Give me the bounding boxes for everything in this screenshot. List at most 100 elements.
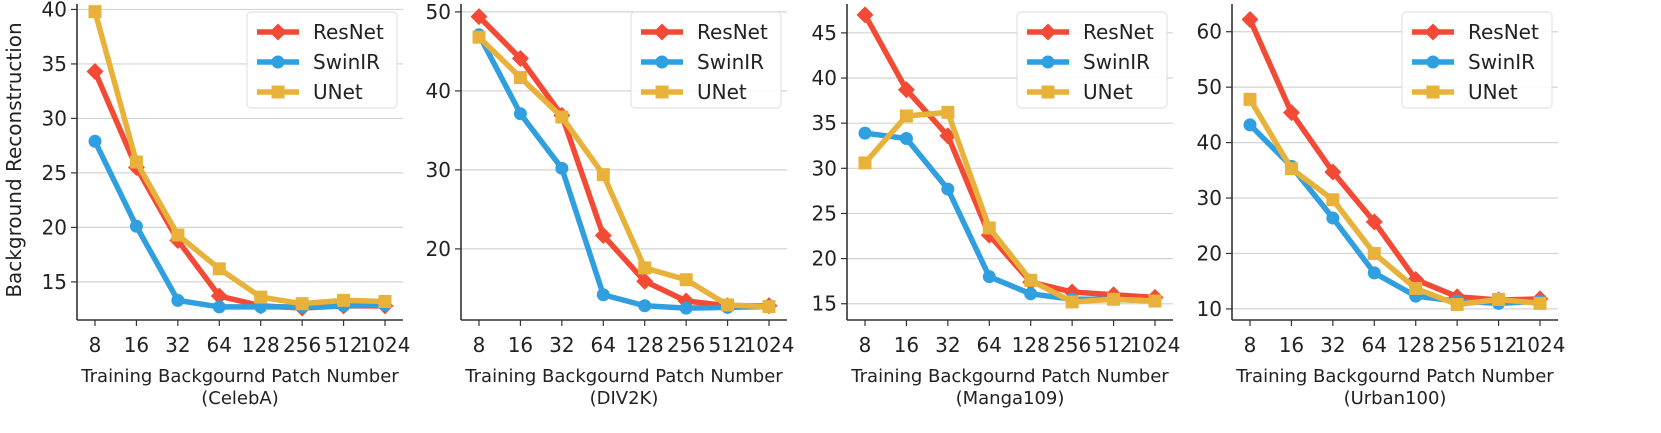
x-tick-label: 128 bbox=[626, 333, 664, 357]
data-point bbox=[596, 168, 610, 182]
x-tick-label: 32 bbox=[165, 333, 190, 357]
data-point bbox=[1243, 92, 1257, 106]
data-point bbox=[1284, 162, 1298, 176]
legend-marker bbox=[1041, 55, 1055, 69]
data-point bbox=[897, 81, 915, 99]
legend-marker bbox=[655, 55, 669, 69]
dataset-subtitle: (Urban100) bbox=[1344, 388, 1447, 409]
data-point bbox=[721, 298, 735, 312]
x-tick-label: 512 bbox=[708, 333, 746, 357]
x-tick-label: 64 bbox=[1362, 333, 1387, 357]
x-tick-label: 1024 bbox=[1130, 333, 1181, 357]
series-line bbox=[1247, 96, 1543, 308]
y-tick-label: 20 bbox=[1197, 241, 1222, 265]
data-point bbox=[762, 300, 776, 314]
data-point bbox=[1533, 296, 1547, 310]
legend-marker bbox=[1041, 85, 1055, 99]
data-point bbox=[899, 109, 913, 123]
data-point bbox=[254, 300, 268, 314]
legend-label: UNet bbox=[1083, 80, 1133, 104]
data-point bbox=[171, 293, 185, 307]
x-axis-label: Training Backgournd Patch Number bbox=[1235, 366, 1554, 387]
legend-label: ResNet bbox=[1468, 20, 1539, 44]
legend-label: SwinIR bbox=[313, 50, 380, 74]
legend-marker bbox=[271, 85, 285, 99]
x-tick-label: 64 bbox=[207, 333, 232, 357]
data-point bbox=[1024, 287, 1038, 301]
data-point bbox=[1367, 266, 1381, 280]
series-swinir bbox=[88, 134, 392, 314]
data-point bbox=[212, 300, 226, 314]
data-point bbox=[638, 299, 652, 313]
y-tick-label: 40 bbox=[812, 66, 837, 90]
series-unet bbox=[858, 105, 1162, 309]
data-point bbox=[337, 293, 351, 307]
x-tick-label: 1024 bbox=[744, 333, 795, 357]
data-point bbox=[511, 50, 529, 68]
legend-label: ResNet bbox=[313, 20, 384, 44]
legend: ResNet SwinIR UNet bbox=[1401, 11, 1553, 109]
series-line bbox=[92, 138, 388, 310]
legend-marker bbox=[653, 23, 671, 41]
y-tick-label: 20 bbox=[42, 215, 67, 239]
series-line bbox=[862, 109, 1158, 305]
data-point bbox=[1243, 118, 1257, 132]
dataset-subtitle: (Manga109) bbox=[956, 388, 1065, 409]
series-unet bbox=[1243, 92, 1547, 311]
data-point bbox=[86, 63, 104, 81]
x-tick-label: 128 bbox=[242, 333, 280, 357]
x-tick-label: 128 bbox=[1397, 333, 1435, 357]
data-point bbox=[171, 228, 185, 242]
x-axis-label: Training Backgournd Patch Number bbox=[850, 366, 1169, 387]
data-point bbox=[1326, 211, 1340, 225]
y-tick-label: 40 bbox=[42, 0, 67, 21]
data-point bbox=[513, 70, 527, 84]
legend-marker bbox=[1039, 23, 1057, 41]
legend: ResNet SwinIR UNet bbox=[1016, 11, 1168, 109]
y-tick-label: 25 bbox=[42, 161, 67, 185]
data-point bbox=[939, 127, 957, 145]
data-point bbox=[129, 219, 143, 233]
data-point bbox=[982, 270, 996, 284]
x-tick-label: 256 bbox=[283, 333, 321, 357]
x-tick-label: 64 bbox=[591, 333, 616, 357]
data-point bbox=[858, 156, 872, 170]
data-point bbox=[295, 297, 309, 311]
data-point bbox=[88, 5, 102, 19]
x-tick-label: 1024 bbox=[360, 333, 411, 357]
y-tick-label: 20 bbox=[812, 247, 837, 271]
x-tick-label: 64 bbox=[977, 333, 1002, 357]
legend-marker bbox=[1426, 55, 1440, 69]
legend-label: SwinIR bbox=[697, 50, 764, 74]
x-tick-label: 128 bbox=[1012, 333, 1050, 357]
x-tick-label: 8 bbox=[859, 333, 872, 357]
y-tick-label: 40 bbox=[426, 79, 451, 103]
data-point bbox=[513, 107, 527, 121]
x-tick-label: 512 bbox=[1479, 333, 1517, 357]
data-point bbox=[594, 226, 612, 244]
data-point bbox=[254, 290, 268, 304]
data-point bbox=[982, 221, 996, 235]
y-tick-label: 30 bbox=[42, 106, 67, 130]
data-point bbox=[941, 105, 955, 119]
series-swinir bbox=[1243, 118, 1547, 310]
x-tick-label: 16 bbox=[124, 333, 149, 357]
data-point bbox=[1148, 294, 1162, 308]
data-point bbox=[472, 30, 486, 44]
y-tick-label: 25 bbox=[812, 201, 837, 225]
legend-label: UNet bbox=[313, 80, 363, 104]
legend-marker bbox=[1424, 23, 1442, 41]
legend-box bbox=[1016, 11, 1168, 109]
data-point bbox=[1365, 213, 1383, 231]
legend-label: SwinIR bbox=[1083, 50, 1150, 74]
x-tick-label: 512 bbox=[1094, 333, 1132, 357]
x-tick-label: 16 bbox=[1279, 333, 1304, 357]
x-tick-label: 32 bbox=[1320, 333, 1345, 357]
y-tick-label: 10 bbox=[1197, 297, 1222, 321]
series-line bbox=[476, 32, 772, 311]
legend-marker bbox=[271, 55, 285, 69]
legend-marker bbox=[1426, 85, 1440, 99]
